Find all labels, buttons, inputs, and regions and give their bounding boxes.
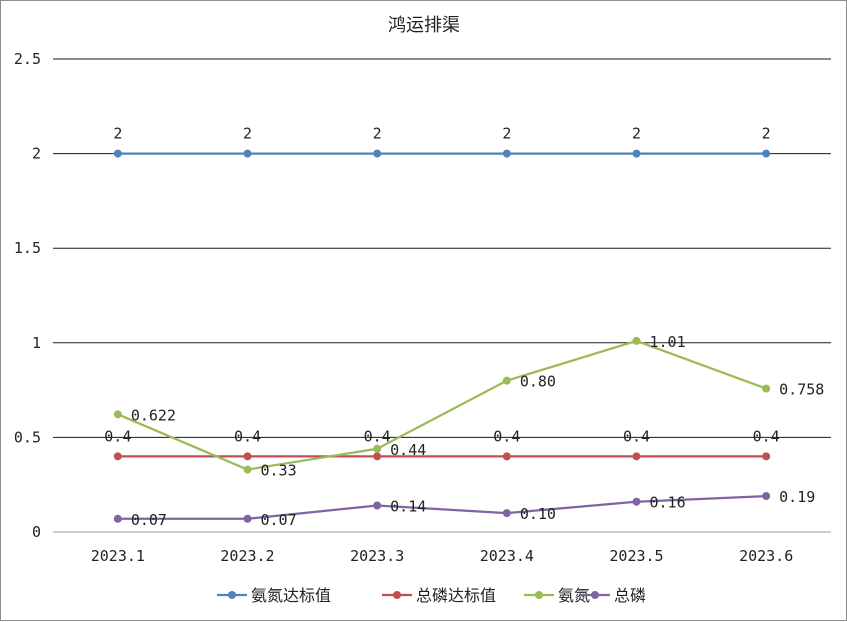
data-label: 0.44 xyxy=(390,441,426,459)
y-tick-label: 0.5 xyxy=(14,428,41,446)
legend-label: 氨氮达标值 xyxy=(251,586,331,605)
data-label: 0.4 xyxy=(493,427,520,445)
data-point xyxy=(243,452,252,461)
data-point xyxy=(632,452,641,461)
data-label: 2 xyxy=(762,125,771,143)
data-point xyxy=(502,376,511,385)
data-label: 1.01 xyxy=(650,333,686,351)
legend-marker xyxy=(535,591,543,599)
data-point xyxy=(243,465,252,474)
legend-item: 总磷达标值 xyxy=(382,586,496,605)
data-point xyxy=(762,452,771,461)
data-point xyxy=(243,149,252,158)
x-tick-label: 2023.4 xyxy=(480,547,534,565)
data-point xyxy=(762,492,771,501)
data-label: 0.4 xyxy=(364,427,391,445)
data-point xyxy=(632,149,641,158)
x-axis-ticks: 2023.1 2023.2 2023.3 2023.4 2023.5 2023.6 xyxy=(91,547,794,565)
data-label: 0.33 xyxy=(261,462,297,480)
data-label: 0.07 xyxy=(261,511,297,529)
data-label: 0.4 xyxy=(104,427,131,445)
data-point xyxy=(632,336,641,345)
data-point xyxy=(373,149,382,158)
data-point xyxy=(502,452,511,461)
data-point xyxy=(502,149,511,158)
data-label: 2 xyxy=(632,125,641,143)
chart-title: 鸿运排渠 xyxy=(388,15,460,36)
series-layer: 2 2 2 2 2 20.4 0.4 0.4 0.4 0.4 0.40.6220.330.440.8… xyxy=(104,125,824,529)
legend: 氨氮达标值 总磷达标值 氨氮 总磷 xyxy=(217,586,646,605)
data-point xyxy=(113,514,122,523)
data-point xyxy=(373,452,382,461)
legend-item: 总磷 xyxy=(580,586,646,605)
y-tick-label: 2 xyxy=(32,145,41,163)
data-label: 0.622 xyxy=(131,406,176,424)
data-label: 0.10 xyxy=(520,505,556,523)
data-point xyxy=(113,149,122,158)
data-label: 2 xyxy=(373,125,382,143)
data-label: 0.19 xyxy=(779,488,815,506)
data-point xyxy=(762,384,771,393)
legend-item: 氨氮达标值 xyxy=(217,586,331,605)
series-line xyxy=(117,339,767,471)
legend-label: 总磷达标值 xyxy=(416,586,496,605)
y-tick-label: 1.5 xyxy=(14,239,41,257)
legend-marker xyxy=(591,591,599,599)
data-label: 0.14 xyxy=(390,498,426,516)
x-tick-label: 2023.5 xyxy=(609,547,663,565)
x-tick-label: 2023.6 xyxy=(739,547,793,565)
y-tick-label: 0 xyxy=(32,523,41,541)
data-point xyxy=(373,444,382,453)
grid-lines xyxy=(53,58,831,533)
series-2: 0.622 0.33 0.44 0.80 1.01 0.758 xyxy=(113,333,824,480)
data-label: 0.758 xyxy=(779,381,824,399)
data-label: 2 xyxy=(502,125,511,143)
series-line xyxy=(117,494,767,520)
y-axis-ticks: 0 0.5 1 1.5 2 2.5 xyxy=(14,50,41,541)
data-label: 0.4 xyxy=(753,427,780,445)
data-label: 0.4 xyxy=(234,427,261,445)
x-tick-label: 2023.3 xyxy=(350,547,404,565)
legend-marker xyxy=(393,591,401,599)
series-3: 0.07 0.07 0.14 0.10 0.16 0.19 xyxy=(113,488,815,529)
data-label: 0.07 xyxy=(131,511,167,529)
legend-item: 氨氮 xyxy=(524,586,590,605)
legend-label: 总磷 xyxy=(614,586,646,605)
data-label: 2 xyxy=(243,125,252,143)
data-point xyxy=(762,149,771,158)
data-point xyxy=(632,497,641,506)
data-point xyxy=(113,410,122,419)
data-label: 2 xyxy=(113,125,122,143)
data-point xyxy=(502,509,511,518)
series-1: 0.4 0.4 0.4 0.4 0.4 0.4 xyxy=(104,427,780,461)
data-label: 0.80 xyxy=(520,373,556,391)
data-point xyxy=(243,514,252,523)
x-tick-label: 2023.1 xyxy=(91,547,145,565)
y-tick-label: 2.5 xyxy=(14,50,41,68)
data-point xyxy=(113,452,122,461)
legend-label: 氨氮 xyxy=(558,586,590,605)
data-label: 0.4 xyxy=(623,427,650,445)
series-0: 2 2 2 2 2 2 xyxy=(113,125,771,158)
y-tick-label: 1 xyxy=(32,334,41,352)
data-point xyxy=(373,501,382,510)
legend-marker xyxy=(228,591,236,599)
x-tick-label: 2023.2 xyxy=(220,547,274,565)
data-label: 0.16 xyxy=(650,494,686,512)
